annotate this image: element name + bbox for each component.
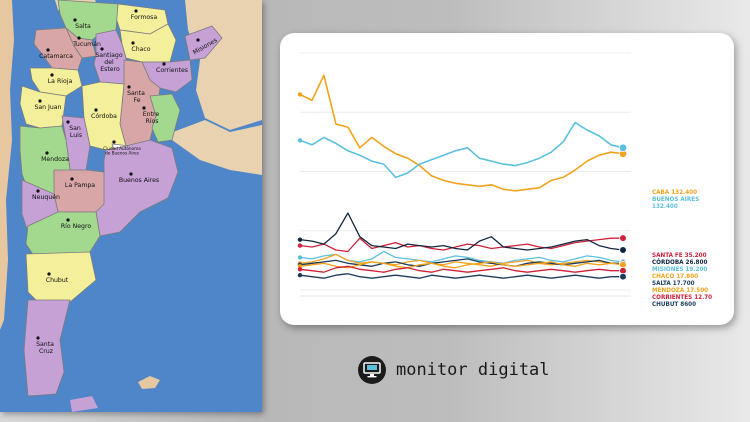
city-dot-santafe — [127, 85, 131, 89]
series-line-santa-fe — [299, 237, 623, 253]
series-end-point-cordoba — [619, 246, 627, 254]
city-dot-lapampa — [70, 177, 74, 181]
series-label-caba: CABA 132.400 — [652, 189, 697, 196]
province-label-santiago: Santiago del Estero — [95, 52, 124, 73]
series-end-point-buenos-aires — [618, 143, 628, 152]
province-entrerios — [149, 93, 181, 143]
series-label-buenos-aires: BUENOS AIRES 132.400 — [652, 196, 699, 210]
province-label-santafe: Santa Fe — [127, 90, 147, 104]
city-dot-neuquen — [36, 189, 40, 193]
series-start-point-caba — [297, 92, 303, 97]
city-dot-larioja — [50, 73, 54, 77]
province-chubut — [25, 251, 97, 305]
chile-land — [0, 0, 14, 330]
series-start-point-santa-fe — [297, 243, 303, 248]
brand: monitor digital — [358, 355, 550, 385]
series-line-misiones — [299, 250, 624, 264]
province-rionegro — [25, 211, 101, 257]
province-larioja — [29, 67, 83, 97]
series-line-caba — [299, 74, 624, 192]
series-label-santa-fe: SANTA FE 35.200 — [652, 252, 707, 259]
city-dot-sanjuan — [38, 99, 42, 103]
series-end-point-santa-fe — [619, 234, 627, 242]
tierra-del-fuego — [70, 396, 98, 412]
series-label-chaco: CHACO 17.800 — [652, 273, 698, 280]
series-start-point-misiones — [297, 255, 303, 260]
province-santacruz — [23, 299, 71, 397]
series-line-cordoba — [299, 212, 624, 251]
series-start-point-buenos-aires — [297, 138, 303, 143]
city-dot-entrerios — [142, 106, 146, 110]
malvinas-islands — [138, 376, 160, 389]
city-dot-mendoza — [45, 151, 49, 155]
city-dot-santiago — [100, 47, 104, 51]
province-label-formosa: Formosa — [131, 14, 158, 21]
series-label-misiones: MISIONES 19.200 — [652, 266, 707, 273]
province-label-salta: Salta — [75, 23, 91, 30]
argentina-map: Formosa Salta Chaco Misiones Tucumán Santiago… — [0, 0, 262, 412]
province-label-entrerios: Entre Ríos — [143, 111, 161, 125]
computer-monitor-icon — [358, 356, 386, 384]
province-label-tucuman: Tucumán — [72, 40, 101, 48]
province-label-sanluis: San Luis — [69, 125, 83, 139]
city-dot-misiones — [196, 38, 200, 42]
series-label-salta: SALTA 17.700 — [652, 280, 695, 287]
series-line-salta — [299, 258, 623, 267]
province-label-catamarca: Catamarca — [39, 53, 73, 60]
series-line-corrientes — [299, 265, 623, 273]
series-end-point-chubut — [619, 272, 627, 281]
series-line-chaco — [299, 253, 623, 267]
series-label-cordoba: CÓRDOBA 26.800 — [652, 257, 707, 266]
city-dot-cordoba — [94, 108, 98, 112]
province-label-lapampa: La Pampa — [65, 182, 95, 189]
city-dot-sanluis — [66, 120, 70, 124]
series-line-mendoza — [299, 261, 624, 269]
uruguay-land — [165, 120, 262, 175]
province-label-mendoza: Mendoza — [41, 156, 69, 163]
province-misiones — [184, 25, 223, 61]
city-dot-buenosaires — [129, 172, 133, 176]
province-label-caba: Ciudad Autónoma de Buenos Aires — [103, 146, 141, 156]
province-label-chaco: Chaco — [131, 46, 150, 53]
series-start-point-chubut — [297, 272, 303, 278]
series-label-chubut: CHUBUT 8600 — [652, 301, 696, 308]
province-label-neuquen: Neuquén — [32, 193, 60, 201]
city-dot-chubut — [47, 272, 51, 276]
city-dot-formosa — [134, 9, 138, 13]
provinces-layer — [19, 0, 223, 397]
series-start-point-cordoba — [297, 237, 303, 242]
province-label-chubut: Chubut — [46, 277, 69, 284]
city-dot-chaco — [131, 41, 135, 45]
city-dot-santacruz — [36, 336, 40, 340]
city-dot-caba — [112, 140, 116, 144]
province-lapampa — [53, 169, 105, 213]
province-label-corrientes: Corrientes — [156, 67, 188, 74]
province-label-santacruz: Santa Cruz — [36, 341, 56, 355]
city-dot-salta — [73, 18, 77, 22]
province-label-sanjuan: San Juan — [34, 104, 61, 111]
brand-name: monitor digital — [396, 360, 550, 380]
city-dot-tucuman — [77, 36, 81, 40]
series-line-chubut — [299, 273, 623, 279]
province-label-larioja: La Rioja — [48, 78, 73, 85]
province-label-rionegro: Río Negro — [61, 222, 92, 230]
series-line-buenos-aires — [299, 121, 624, 179]
chart-card: CABA 132.400 BUENOS AIRES 132.400 SANTA FE … — [280, 33, 734, 325]
city-dot-corrientes — [162, 62, 166, 66]
series-start-point-corrientes — [297, 267, 303, 272]
series-label-mendoza: MENDOZA 17.500 — [652, 287, 708, 294]
province-label-buenosaires: Buenos Aires — [119, 177, 159, 184]
city-dot-rionegro — [66, 218, 70, 222]
province-label-cordoba: Córdoba — [91, 112, 117, 120]
neighbor-land-north — [185, 0, 262, 130]
series-label-corrientes: CORRIENTES 12.70 — [652, 294, 712, 301]
city-dot-catamarca — [46, 48, 50, 52]
